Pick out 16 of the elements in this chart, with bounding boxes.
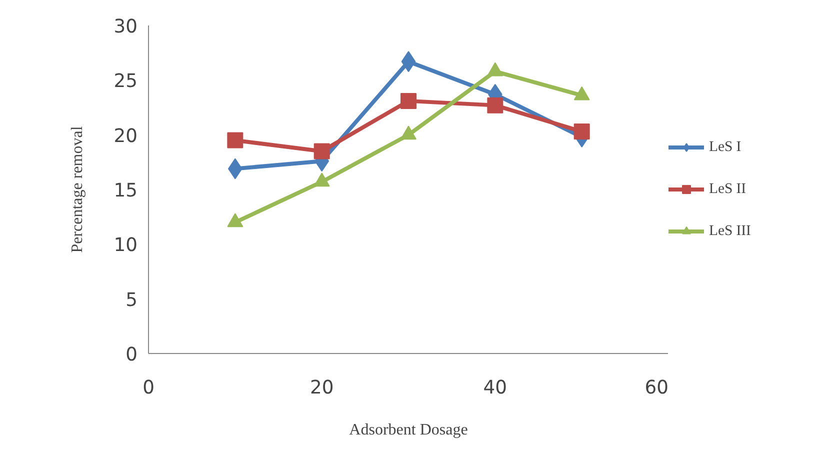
x-axis-title: Adsorbent Dosage — [349, 422, 468, 438]
y-tick-label: 5 — [126, 290, 138, 311]
y-axis-title: Percentage removal — [68, 126, 86, 253]
y-tick-label: 20 — [114, 126, 138, 147]
x-tick-label: 40 — [483, 378, 508, 398]
legend-label: LeS I — [709, 138, 742, 156]
y-tick-label: 30 — [114, 16, 138, 38]
y-tick-label: 10 — [114, 235, 138, 256]
y-tick-label: 25 — [114, 71, 138, 92]
legend-label: LeS III — [709, 222, 751, 240]
x-tick-label: 0 — [142, 378, 154, 398]
x-tick-label: 20 — [310, 378, 334, 398]
legend-label: LeS II — [709, 180, 746, 198]
x-tick-label: 60 — [644, 378, 669, 398]
y-tick-label: 0 — [126, 344, 138, 366]
y-tick-label: 15 — [114, 180, 138, 202]
